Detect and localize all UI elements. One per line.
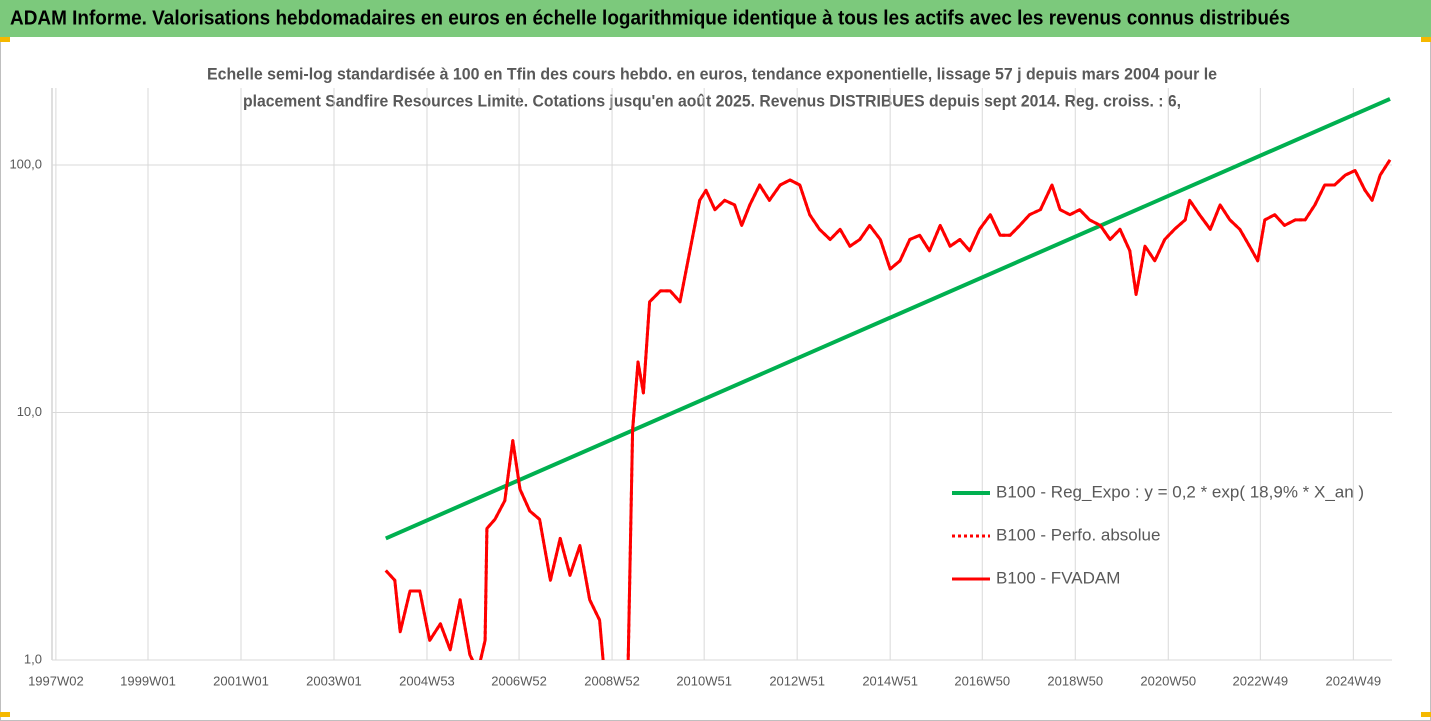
x-tick-label: 2006W52	[491, 673, 547, 688]
y-tick-label: 1,0	[24, 651, 42, 666]
x-tick-label: 1997W02	[28, 673, 84, 688]
y-tick-label: 100,0	[9, 156, 42, 171]
x-tick-label: 2010W51	[676, 673, 732, 688]
x-tick-label: 2024W49	[1326, 673, 1382, 688]
x-tick-label: 2003W01	[306, 673, 362, 688]
x-tick-label: 2012W51	[769, 673, 825, 688]
x-tick-label: 2004W53	[399, 673, 455, 688]
legend-label: B100 - Perfo. absolue	[996, 525, 1160, 544]
x-tick-label: 2008W52	[584, 673, 640, 688]
series-line	[384, 158, 1392, 660]
corner-mark	[0, 712, 10, 717]
corner-mark	[1421, 37, 1431, 42]
corner-mark	[1421, 712, 1431, 717]
chart-title: ADAM Informe. Valorisations hebdomadaire…	[10, 7, 1290, 29]
legend-label: B100 - Reg_Expo : y = 0,2 * exp( 18,9% *…	[996, 482, 1364, 501]
header-bar	[0, 0, 1431, 37]
corner-mark	[0, 37, 10, 42]
x-tick-label: 2014W51	[862, 673, 918, 688]
x-tick-label: 2001W01	[213, 673, 269, 688]
x-tick-label: 2018W50	[1047, 673, 1103, 688]
y-tick-label: 10,0	[17, 404, 42, 419]
x-tick-label: 2020W50	[1140, 673, 1196, 688]
legend-label: B100 - FVADAM	[996, 568, 1120, 587]
chart-subtitle: Echelle semi-log standardisée à 100 en T…	[207, 64, 1217, 83]
x-tick-label: 2022W49	[1233, 673, 1289, 688]
x-tick-label: 2016W50	[954, 673, 1010, 688]
chart-subtitle: placement Sandfire Resources Limite. Cot…	[243, 91, 1181, 110]
x-tick-label: 1999W01	[120, 673, 176, 688]
series-line	[384, 97, 1391, 541]
plot-area	[384, 97, 1392, 660]
